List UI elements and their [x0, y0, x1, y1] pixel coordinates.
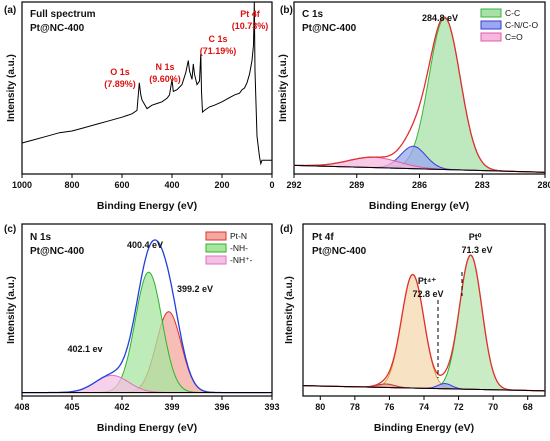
panel-c-subtitle: Pt@NC-400 — [30, 246, 85, 257]
annotation-o1s-label: O 1s — [110, 67, 130, 77]
x-tick-label: 286 — [412, 180, 427, 190]
legend-label-pt-n: Pt-N — [230, 231, 247, 241]
panel-b-series — [293, 16, 546, 173]
panel-a-ylabel: Intensity (a.u.) — [6, 54, 17, 122]
annotation-402-1: 402.1 ev — [67, 344, 102, 354]
panel-c-legend: Pt-N -NH- -NH⁺- — [205, 231, 253, 265]
x-tick-label: 408 — [14, 402, 29, 412]
x-tick-label: 1000 — [12, 180, 32, 190]
x-tick-label: 280 — [537, 180, 550, 190]
annotation-pt4plus-label: Pt⁴⁺ — [418, 276, 436, 286]
panel-a-title: Full spectrum — [30, 9, 96, 20]
panel-a-letter: (a) — [4, 5, 16, 16]
x-tick-label: 76 — [384, 402, 394, 412]
legend-label-c-c: C-C — [505, 8, 520, 18]
x-tick-label: 80 — [315, 402, 325, 412]
legend-swatch-nh-plus — [205, 255, 227, 265]
panel-b-legend: C-C C-N/C-O C=O — [480, 8, 538, 42]
x-tick-label: 200 — [214, 180, 229, 190]
panel-c-xlabel: Binding Energy (eV) — [97, 422, 197, 434]
annotation-400-4: 400.4 eV — [127, 240, 163, 250]
panel-c: (c) N 1s Pt@NC-400 Intensity (a.u.) Bind… — [4, 223, 280, 434]
x-tick-label: 600 — [114, 180, 129, 190]
x-tick-label: 292 — [286, 180, 301, 190]
x-tick-label: 78 — [350, 402, 360, 412]
panel-d-ylabel: Intensity (a.u.) — [284, 276, 295, 344]
legend-swatch-c-o — [480, 32, 502, 42]
legend-label-c-o: C=O — [505, 32, 523, 42]
x-tick-label: 402 — [114, 402, 129, 412]
panel-d-subtitle: Pt@NC-400 — [312, 246, 367, 257]
annotation-pt4plus-value: 72.8 eV — [412, 289, 443, 299]
x-tick-label: 70 — [488, 402, 498, 412]
x-tick-label: 399 — [164, 402, 179, 412]
panel-a: (a) Full spectrum Pt@NC-400 Intensity (a… — [4, 1, 275, 212]
panel-d-x-axis: 80 78 76 74 72 70 68 — [315, 396, 533, 412]
x-tick-label: 393 — [264, 402, 279, 412]
background-line — [293, 164, 546, 173]
panel-a-series — [21, 1, 272, 166]
x-tick-label: 74 — [419, 402, 429, 412]
panel-a-annotations: O 1s (7.89%) N 1s (9.60%) C 1s (71.19%) … — [104, 9, 268, 89]
x-tick-label: 68 — [523, 402, 533, 412]
annotation-pt0-value: 71.3 eV — [461, 245, 492, 255]
x-tick-label: 289 — [349, 180, 364, 190]
panel-a-subtitle: Pt@NC-400 — [30, 23, 85, 34]
legend-swatch-nh — [205, 243, 227, 253]
annotation-284-8: 284.8 eV — [422, 13, 458, 23]
panel-b: (b) C 1s Pt@NC-400 Intensity (a.u.) Bind… — [278, 1, 550, 212]
panel-b-title: C 1s — [302, 9, 324, 20]
panel-b-letter: (b) — [280, 5, 293, 16]
annotation-pt0-label: Pt⁰ — [469, 232, 482, 242]
legend-swatch-c-n — [480, 20, 502, 30]
panel-c-title: N 1s — [30, 232, 52, 243]
panel-a-frame — [21, 1, 273, 175]
annotation-c1s-pct: (71.19%) — [200, 46, 237, 56]
survey-spectrum-line — [21, 1, 272, 166]
annotation-pt4f-label: Pt 4f — [240, 9, 261, 19]
panel-c-letter: (c) — [4, 224, 16, 235]
legend-label-nh-plus: -NH⁺- — [230, 255, 253, 265]
panel-d-series — [302, 254, 546, 392]
x-tick-label: 400 — [164, 180, 179, 190]
peak-component-2 — [22, 271, 272, 394]
x-tick-label: 0 — [269, 180, 274, 190]
annotation-o1s-pct: (7.89%) — [104, 79, 136, 89]
panel-d-title: Pt 4f — [312, 232, 334, 243]
panel-c-frame — [21, 223, 273, 397]
legend-swatch-pt-n — [205, 231, 227, 241]
panel-b-xlabel: Binding Energy (eV) — [369, 200, 469, 212]
x-tick-label: 283 — [475, 180, 490, 190]
annotation-pt4f-pct: (10.73%) — [232, 21, 269, 31]
panel-b-x-axis: 292 289 286 283 280 — [286, 174, 550, 190]
panel-a-xlabel: Binding Energy (eV) — [97, 200, 197, 212]
x-tick-label: 800 — [64, 180, 79, 190]
panel-a-x-axis: 1000 800 600 400 200 0 — [12, 174, 275, 190]
panel-c-ylabel: Intensity (a.u.) — [6, 276, 17, 344]
annotation-399-2: 399.2 eV — [177, 284, 213, 294]
panel-d: (d) Pt 4f Pt@NC-400 Intensity (a.u.) Bin… — [280, 223, 546, 434]
x-tick-label: 396 — [214, 402, 229, 412]
x-tick-label: 72 — [454, 402, 464, 412]
legend-label-c-n: C-N/C-O — [505, 20, 538, 30]
legend-label-nh: -NH- — [230, 243, 248, 253]
panel-d-xlabel: Binding Energy (eV) — [374, 422, 474, 434]
annotation-c1s-label: C 1s — [208, 34, 227, 44]
legend-swatch-c-c — [480, 8, 502, 18]
panel-c-x-axis: 408 405 402 399 396 393 — [14, 396, 280, 412]
panel-c-series — [22, 239, 272, 394]
panel-b-ylabel: Intensity (a.u.) — [278, 54, 289, 122]
annotation-n1s-label: N 1s — [155, 62, 174, 72]
background-line — [302, 385, 546, 392]
x-tick-label: 405 — [64, 402, 79, 412]
panel-b-subtitle: Pt@NC-400 — [302, 23, 357, 34]
annotation-n1s-pct: (9.60%) — [149, 74, 181, 84]
panel-d-letter: (d) — [280, 224, 293, 235]
